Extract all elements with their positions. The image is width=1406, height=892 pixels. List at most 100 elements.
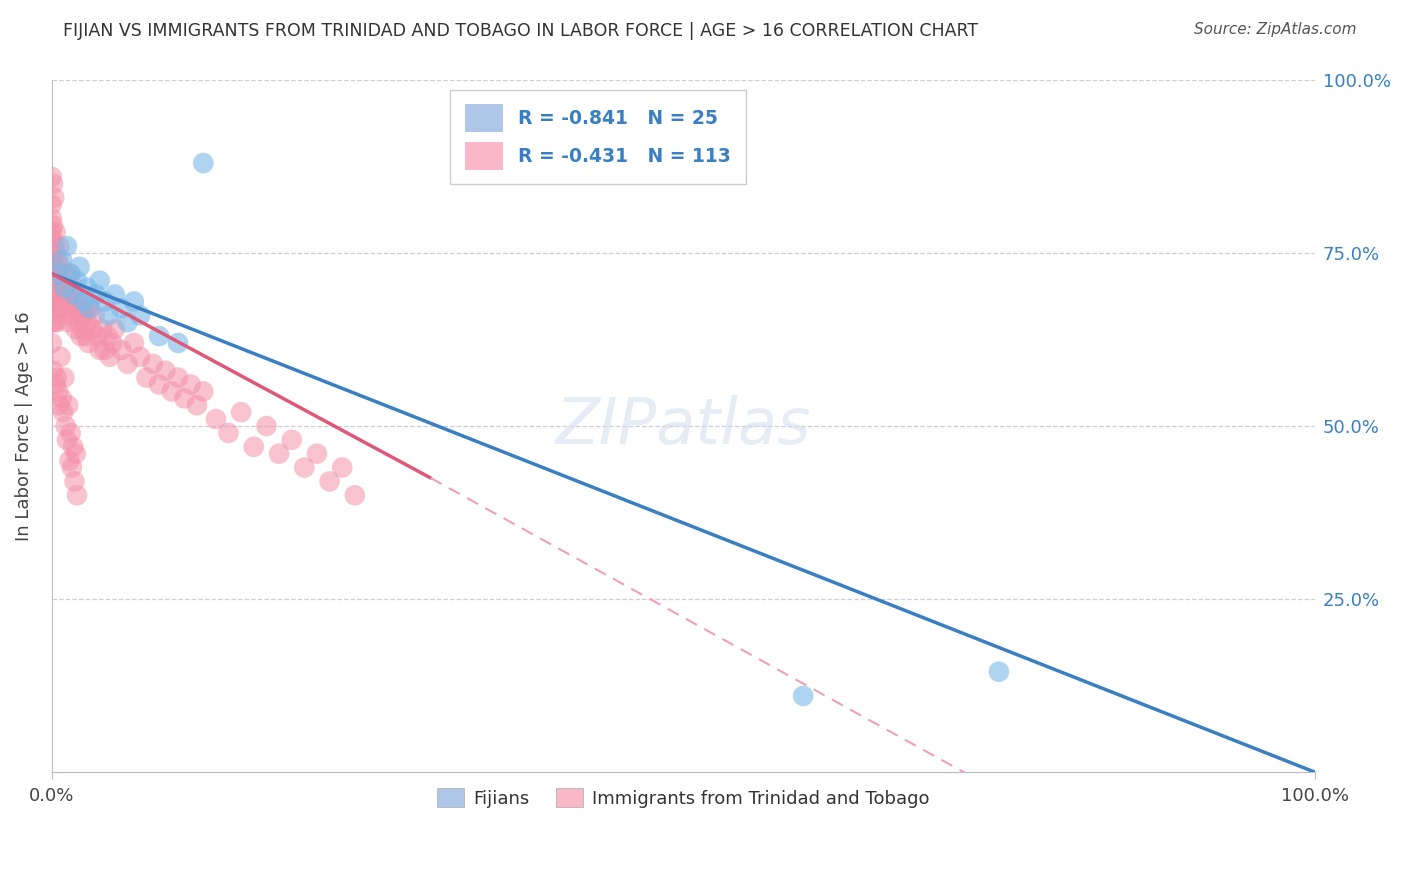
Point (104, 287, 127, 301)
Point (41, 294, 63, 309)
FancyBboxPatch shape (450, 90, 747, 184)
Point (98, 350, 121, 364)
Point (792, 689, 814, 703)
Point (69, 301, 91, 316)
Point (45, 294, 67, 309)
Point (129, 308, 152, 322)
Point (97, 308, 120, 322)
Point (117, 357, 139, 371)
Point (86, 329, 108, 343)
Text: R = -0.431   N = 113: R = -0.431 N = 113 (517, 146, 731, 166)
Point (70, 308, 93, 322)
Point (343, 488, 366, 502)
Point (60, 460, 83, 475)
Point (91, 322, 114, 336)
Point (42, 219, 65, 233)
Point (55, 280, 77, 294)
Text: Source: ZipAtlas.com: Source: ZipAtlas.com (1194, 22, 1357, 37)
Point (53, 301, 76, 316)
Point (65, 322, 87, 336)
Point (66, 274, 89, 288)
Point (53, 267, 76, 281)
Point (44, 191, 66, 205)
Point (231, 405, 253, 419)
Point (51, 392, 73, 406)
Point (41, 225, 63, 239)
Point (53, 370, 76, 384)
Point (292, 460, 315, 475)
Point (94, 294, 117, 309)
Point (305, 447, 328, 461)
Point (193, 156, 215, 170)
Point (135, 370, 157, 384)
Point (280, 433, 302, 447)
Point (243, 440, 266, 454)
Point (46, 280, 69, 294)
Point (59, 287, 82, 301)
Point (51, 252, 73, 267)
Point (41, 232, 63, 246)
Point (45, 246, 67, 260)
Point (41, 169, 63, 184)
Point (48, 274, 70, 288)
Point (58, 453, 80, 467)
Point (56, 398, 79, 412)
FancyBboxPatch shape (465, 104, 502, 132)
Text: FIJIAN VS IMMIGRANTS FROM TRINIDAD AND TOBAGO IN LABOR FORCE | AGE > 16 CORRELAT: FIJIAN VS IMMIGRANTS FROM TRINIDAD AND T… (63, 22, 979, 40)
Point (160, 384, 183, 399)
Point (62, 440, 84, 454)
Point (77, 336, 100, 351)
Point (72, 294, 94, 309)
Point (117, 315, 139, 329)
Point (55, 419, 77, 434)
Point (41, 211, 63, 226)
Point (155, 364, 177, 378)
Point (46, 252, 69, 267)
Point (42, 177, 65, 191)
Point (59, 425, 82, 440)
Point (79, 301, 101, 316)
Point (65, 447, 87, 461)
Point (987, 665, 1010, 679)
Point (48, 239, 70, 253)
Point (69, 260, 91, 274)
Point (148, 377, 170, 392)
Text: R = -0.841   N = 25: R = -0.841 N = 25 (517, 109, 717, 128)
Point (76, 280, 98, 294)
Point (51, 308, 73, 322)
Point (44, 267, 66, 281)
Point (142, 357, 165, 371)
Point (45, 315, 67, 329)
Point (89, 274, 111, 288)
Point (267, 447, 290, 461)
Y-axis label: In Labor Force | Age > 16: In Labor Force | Age > 16 (15, 311, 32, 541)
Point (45, 225, 67, 239)
Point (56, 433, 79, 447)
Point (193, 384, 215, 399)
Point (104, 322, 127, 336)
Point (46, 267, 69, 281)
Point (110, 301, 132, 316)
Point (96, 329, 118, 343)
Point (56, 315, 79, 329)
Point (173, 392, 195, 406)
Point (218, 425, 240, 440)
Point (49, 294, 72, 309)
Text: ZIPatlas: ZIPatlas (555, 395, 811, 457)
Point (41, 267, 63, 281)
Point (56, 239, 79, 253)
Point (52, 405, 75, 419)
Point (51, 280, 73, 294)
Point (62, 280, 84, 294)
FancyBboxPatch shape (465, 142, 502, 170)
Point (45, 267, 67, 281)
Point (41, 315, 63, 329)
Point (82, 322, 104, 336)
Point (75, 329, 97, 343)
Point (59, 267, 82, 281)
Point (69, 329, 91, 343)
Point (63, 301, 86, 316)
Point (101, 336, 124, 351)
Point (76, 315, 98, 329)
Point (63, 475, 86, 489)
